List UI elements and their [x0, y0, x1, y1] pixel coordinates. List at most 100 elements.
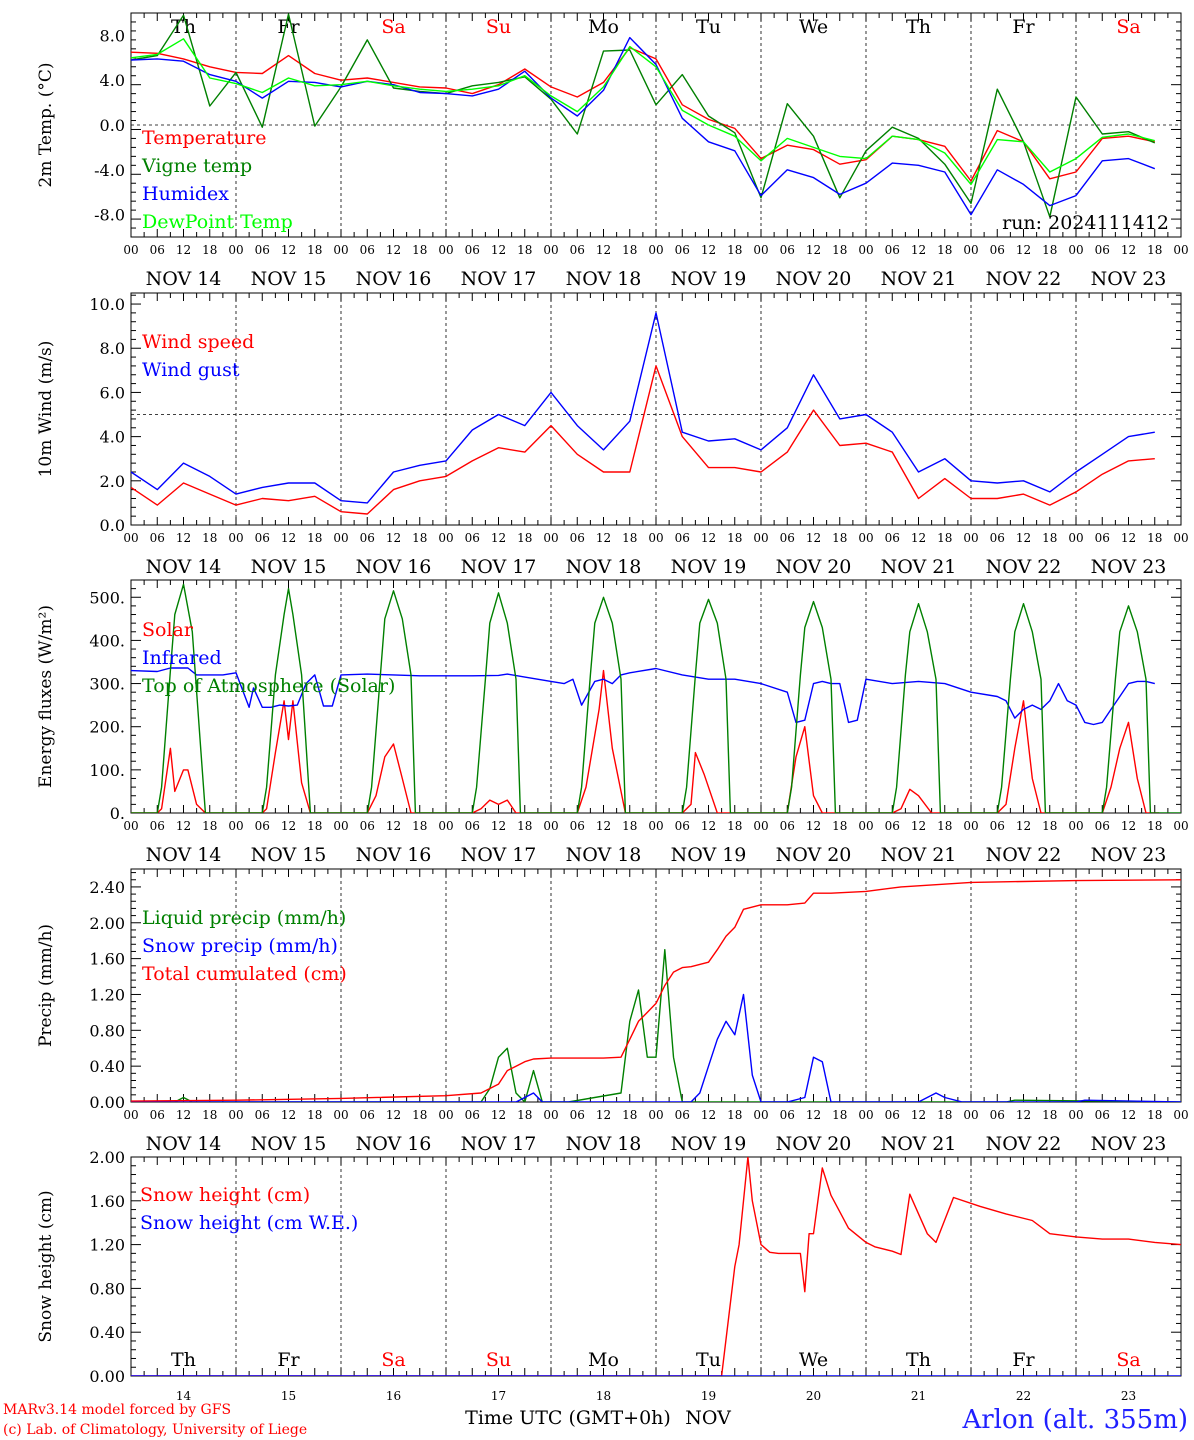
hour-tick-label: 06 — [465, 243, 480, 257]
date-label: NOV 20 — [776, 1133, 852, 1155]
date-label: NOV 16 — [356, 556, 432, 578]
hour-tick-label: 00 — [858, 531, 873, 545]
hour-tick-label: 00 — [438, 243, 453, 257]
weekday-label: Mo — [588, 1349, 619, 1371]
hour-tick-label: 06 — [465, 531, 480, 545]
hour-tick-label: 00 — [648, 819, 663, 833]
date-label: NOV 23 — [1091, 268, 1167, 290]
hour-tick-label: 06 — [675, 1108, 690, 1122]
y-tick-label: 0.80 — [89, 1279, 125, 1298]
hour-tick-label: 12 — [1016, 531, 1031, 545]
legend-entry: Snow height (cm W.E.) — [140, 1212, 358, 1234]
location-title: Arlon (alt. 355m) — [961, 1405, 1188, 1435]
date-label: NOV 22 — [986, 556, 1062, 578]
series-line-snow-precip-mm-h — [131, 993, 1181, 1102]
day-number-label: 18 — [596, 1389, 611, 1403]
y-axis-label: Energy fluxes (W/m²) — [36, 605, 56, 788]
hour-tick-label: 12 — [1016, 819, 1031, 833]
hour-tick-label: 00 — [543, 531, 558, 545]
hour-tick-label: 18 — [622, 819, 637, 833]
hour-tick-label: 12 — [701, 1108, 716, 1122]
hour-tick-label: 06 — [780, 819, 795, 833]
hour-tick-label: 18 — [1147, 243, 1162, 257]
hour-tick-label: 06 — [990, 819, 1005, 833]
hour-tick-label: 18 — [937, 243, 952, 257]
hour-tick-label: 00 — [333, 531, 348, 545]
hour-tick-label: 12 — [1016, 243, 1031, 257]
y-tick-label: 300. — [89, 675, 125, 694]
hour-tick-label: 00 — [648, 1108, 663, 1122]
hour-tick-label: 12 — [806, 531, 821, 545]
hour-tick-label: 06 — [255, 243, 270, 257]
date-label: NOV 14 — [146, 1133, 222, 1155]
series-line-temperature — [131, 47, 1155, 182]
hour-tick-label: 00 — [1068, 1108, 1083, 1122]
hour-tick-label: 18 — [622, 243, 637, 257]
y-tick-label: 2.0 — [100, 472, 125, 491]
panel-snow: 0.00 0.40 0.80 1.20 1.60 2.00 Snow height (cm)… — [36, 1148, 1182, 1403]
hour-tick-label: 12 — [281, 531, 296, 545]
series-line-wind-speed — [131, 365, 1155, 515]
series-line-snow-height-cm — [131, 1157, 1181, 1376]
hour-tick-label: 18 — [832, 531, 847, 545]
y-tick-label: 100. — [89, 761, 125, 780]
date-label: NOV 21 — [881, 844, 957, 866]
y-tick-label: 2.40 — [89, 878, 125, 897]
series-line-liquid-precip-mm-h — [131, 949, 1181, 1102]
panel-energy: 0. 100. 200. 300. 400. 500. Energy fluxes (W/m… — [36, 579, 1189, 866]
panels: -8.0 -4.0 0.0 4.0 8.0 2m Temp. (°C) 00 06 12 18 00… — [36, 12, 1189, 1403]
hour-tick-label: 18 — [307, 819, 322, 833]
hour-tick-label: 06 — [675, 531, 690, 545]
hour-tick-label: 06 — [885, 243, 900, 257]
hour-tick-label: 00 — [543, 819, 558, 833]
legend-entry: Snow height (cm) — [140, 1184, 310, 1206]
hour-tick-label: 06 — [465, 1108, 480, 1122]
series-line-infrared — [131, 667, 1155, 726]
date-label: NOV 18 — [566, 556, 642, 578]
day-number-label: 17 — [491, 1389, 506, 1403]
hour-tick-label: 12 — [1121, 1108, 1136, 1122]
y-tick-label: 500. — [89, 588, 125, 607]
hour-tick-label: 18 — [937, 531, 952, 545]
date-label: NOV 18 — [566, 844, 642, 866]
hour-tick-label: 18 — [832, 243, 847, 257]
hour-tick-label: 18 — [727, 819, 742, 833]
hour-tick-label: 18 — [1147, 1108, 1162, 1122]
hour-tick-label: 18 — [727, 243, 742, 257]
day-number-label: 20 — [806, 1389, 821, 1403]
series-group — [131, 879, 1181, 1102]
weekday-label: Sa — [1116, 1349, 1140, 1371]
weekday-label: Mo — [588, 16, 619, 38]
hour-tick-label: 12 — [491, 243, 506, 257]
hour-tick-label: 06 — [885, 531, 900, 545]
y-tick-label: 8.0 — [100, 26, 125, 45]
weekday-label: Fr — [277, 16, 300, 38]
hour-tick-label: 18 — [517, 819, 532, 833]
hour-tick-label: 06 — [990, 243, 1005, 257]
hour-tick-label: 12 — [1016, 1108, 1031, 1122]
hour-tick-label: 12 — [596, 531, 611, 545]
weekday-label: Th — [906, 16, 931, 38]
hour-tick-label: 12 — [701, 243, 716, 257]
hour-tick-label: 00 — [438, 1108, 453, 1122]
y-tick-label: 4.0 — [100, 428, 125, 447]
hour-tick-label: 00 — [123, 819, 138, 833]
y-tick-label: 0.0 — [100, 116, 125, 135]
hour-tick-label: 00 — [753, 531, 768, 545]
hour-tick-label: 00 — [1068, 531, 1083, 545]
hour-tick-label: 06 — [150, 1108, 165, 1122]
legend-entry: Infrared — [142, 647, 222, 669]
hour-tick-label: 00 — [228, 243, 243, 257]
hour-tick-label: 06 — [360, 243, 375, 257]
hour-tick-label: 00 — [438, 531, 453, 545]
hour-tick-label: 18 — [307, 243, 322, 257]
y-tick-label: 400. — [89, 631, 125, 650]
hour-tick-label: 18 — [727, 1108, 742, 1122]
hour-tick-label: 18 — [622, 1108, 637, 1122]
date-label: NOV 20 — [776, 556, 852, 578]
hour-tick-label: 06 — [1095, 1108, 1110, 1122]
hour-tick-label: 18 — [832, 819, 847, 833]
hour-tick-label: 06 — [570, 531, 585, 545]
hour-tick-label: 18 — [412, 531, 427, 545]
day-number-label: 14 — [176, 1389, 192, 1403]
